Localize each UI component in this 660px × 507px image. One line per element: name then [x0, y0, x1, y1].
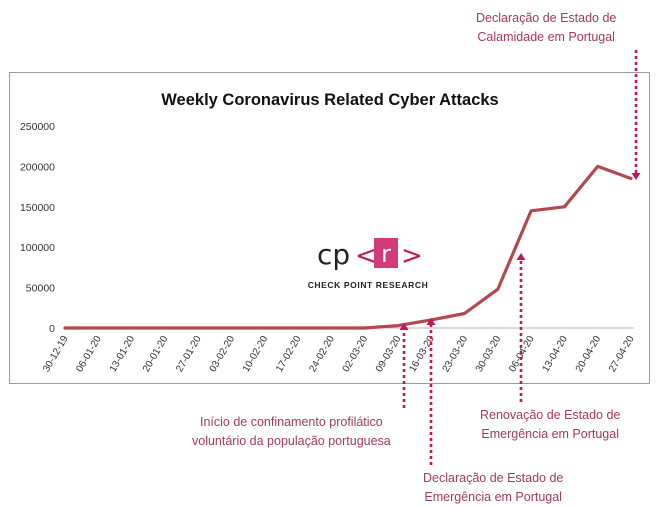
annotation-arrows: [399, 50, 641, 465]
annotation-calamidade-line1: Declaração de Estado de: [476, 11, 617, 25]
data-point: [497, 288, 499, 291]
y-tick-label: 50000: [26, 283, 55, 295]
x-tick-label: 02-03-20: [341, 334, 371, 375]
annotation-calamidade: Declaração de Estado de Calamidade em Po…: [476, 9, 616, 47]
x-tick-label: 20-01-20: [141, 334, 171, 375]
annotation-renovacao-line1: Renovação de Estado de: [480, 408, 621, 422]
x-tick-label: 27-01-20: [174, 334, 204, 375]
logo-gt: >: [401, 241, 423, 271]
x-tick-label: 24-02-20: [307, 334, 337, 375]
y-tick-label: 0: [49, 323, 55, 335]
x-tick-label: 27-04-20: [607, 334, 637, 375]
annotation-emergencia-line1: Declaração de Estado de: [423, 471, 564, 485]
x-tick-label: 09-03-20: [374, 334, 404, 375]
logo-tagline: CHECK POINT RESEARCH: [308, 280, 429, 290]
plot-area: [63, 164, 633, 330]
data-point: [630, 177, 632, 180]
x-tick-label: 03-02-20: [208, 334, 238, 375]
data-point: [596, 165, 599, 168]
x-axis: 30-12-19 06-01-20 13-01-20 20-01-20 27-01-20…: [41, 327, 637, 375]
arrow-calamidade: [631, 50, 641, 180]
annotation-confinamento: Início de confinamento profilático volun…: [192, 413, 391, 451]
data-point: [64, 327, 66, 329]
annotation-confinamento-line1: Início de confinamento profilático: [200, 415, 383, 429]
data-point: [230, 327, 233, 329]
x-tick-label: 13-04-20: [540, 334, 570, 375]
data-point: [263, 327, 266, 329]
y-axis: 250000 200000 150000 100000 50000 0: [20, 121, 55, 335]
x-tick-label: 16-03-20: [407, 334, 437, 375]
chart-title: Weekly Coronavirus Related Cyber Attacks: [161, 91, 498, 109]
x-tick-label: 13-01-20: [108, 334, 138, 375]
chart-frame: [9, 72, 650, 384]
logo-r: r: [381, 240, 391, 268]
series-line: [63, 164, 633, 330]
x-tick-label: 10-02-20: [241, 334, 271, 375]
logo-r-box: [374, 238, 398, 268]
x-tick-label: 30-12-19: [41, 334, 71, 375]
data-point: [164, 327, 166, 329]
annotation-emergencia-line2: Emergência em Portugal: [424, 490, 562, 504]
x-tick-label: 06-01-20: [74, 334, 104, 375]
data-point: [363, 327, 366, 329]
logo-cp: cp: [317, 238, 350, 271]
x-tick-label: 20-04-20: [574, 334, 604, 375]
annotation-renovacao: Renovação de Estado de Emergência em Por…: [480, 406, 620, 444]
data-point: [297, 327, 299, 329]
y-tick-label: 250000: [20, 121, 55, 133]
y-tick-label: 150000: [20, 202, 55, 214]
annotation-renovacao-line2: Emergência em Portugal: [481, 427, 619, 441]
data-point: [397, 324, 399, 327]
logo-lt: <: [355, 241, 377, 271]
data-point: [463, 312, 466, 315]
annotation-confinamento-line2: voluntário da população portuguesa: [192, 434, 391, 448]
x-tick-label: 23-03-20: [441, 334, 471, 375]
annotation-emergencia: Declaração de Estado de Emergência em Po…: [423, 469, 563, 507]
data-point: [97, 327, 100, 329]
y-tick-label: 100000: [20, 242, 55, 254]
data-point: [197, 327, 199, 329]
arrow-emergencia: [426, 318, 436, 465]
x-tick-label: 17-02-20: [274, 334, 304, 375]
cpr-logo: cp < r > CHECK POINT RESEARCH: [308, 238, 429, 290]
data-point: [530, 210, 532, 212]
data-point: [330, 327, 333, 329]
arrow-renovacao: [516, 253, 526, 402]
y-tick-label: 200000: [20, 161, 55, 173]
x-tick-label: 30-03-20: [474, 334, 504, 375]
data-point: [130, 327, 133, 329]
annotation-calamidade-line2: Calamidade em Portugal: [477, 30, 615, 44]
data-point: [563, 206, 566, 208]
arrow-confinamento: [399, 323, 409, 408]
